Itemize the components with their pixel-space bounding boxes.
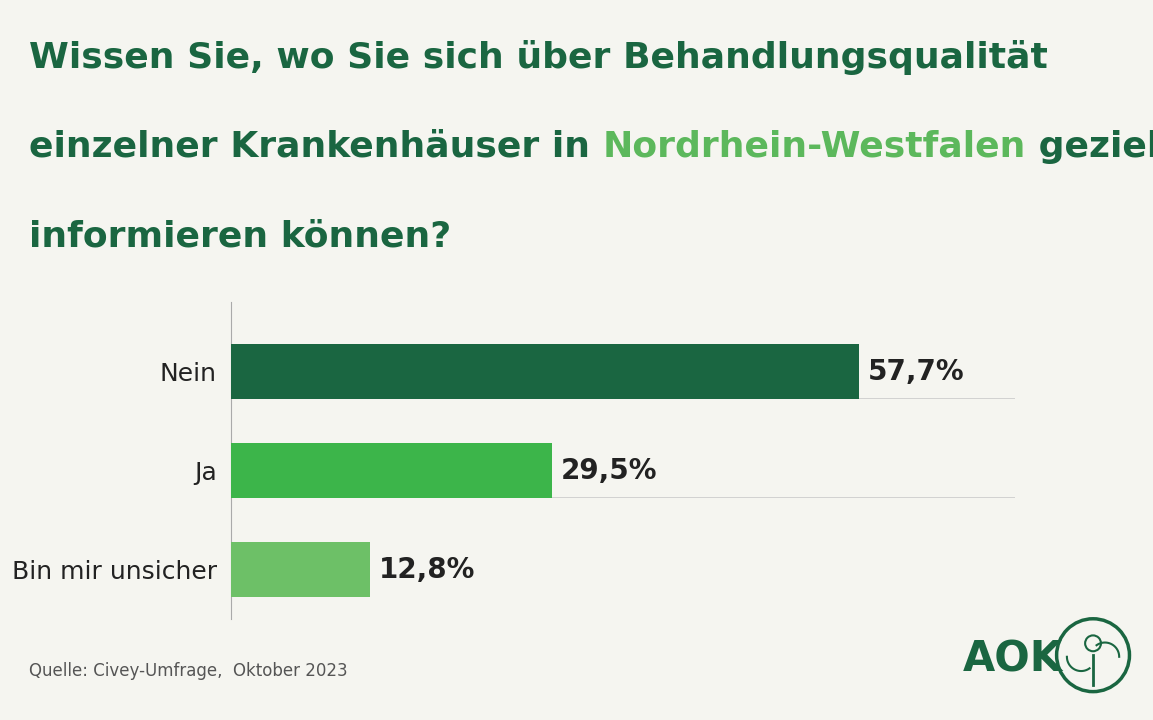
Text: 12,8%: 12,8% <box>378 556 475 584</box>
Bar <box>231 344 859 399</box>
Text: gezielt: gezielt <box>1026 130 1153 163</box>
Bar <box>231 542 370 597</box>
Text: einzelner Krankenhäuser in: einzelner Krankenhäuser in <box>29 130 603 163</box>
Text: Wissen Sie, wo Sie sich über Behandlungsqualität: Wissen Sie, wo Sie sich über Behandlungs… <box>29 40 1048 75</box>
Text: Nordrhein-Westfalen: Nordrhein-Westfalen <box>603 130 1026 163</box>
Text: informieren können?: informieren können? <box>29 220 451 253</box>
Text: 29,5%: 29,5% <box>560 456 657 485</box>
Text: Quelle: Civey-Umfrage,  Oktober 2023: Quelle: Civey-Umfrage, Oktober 2023 <box>29 662 347 680</box>
Text: 57,7%: 57,7% <box>868 358 964 386</box>
Bar <box>231 444 552 498</box>
Text: AOK: AOK <box>963 639 1063 680</box>
